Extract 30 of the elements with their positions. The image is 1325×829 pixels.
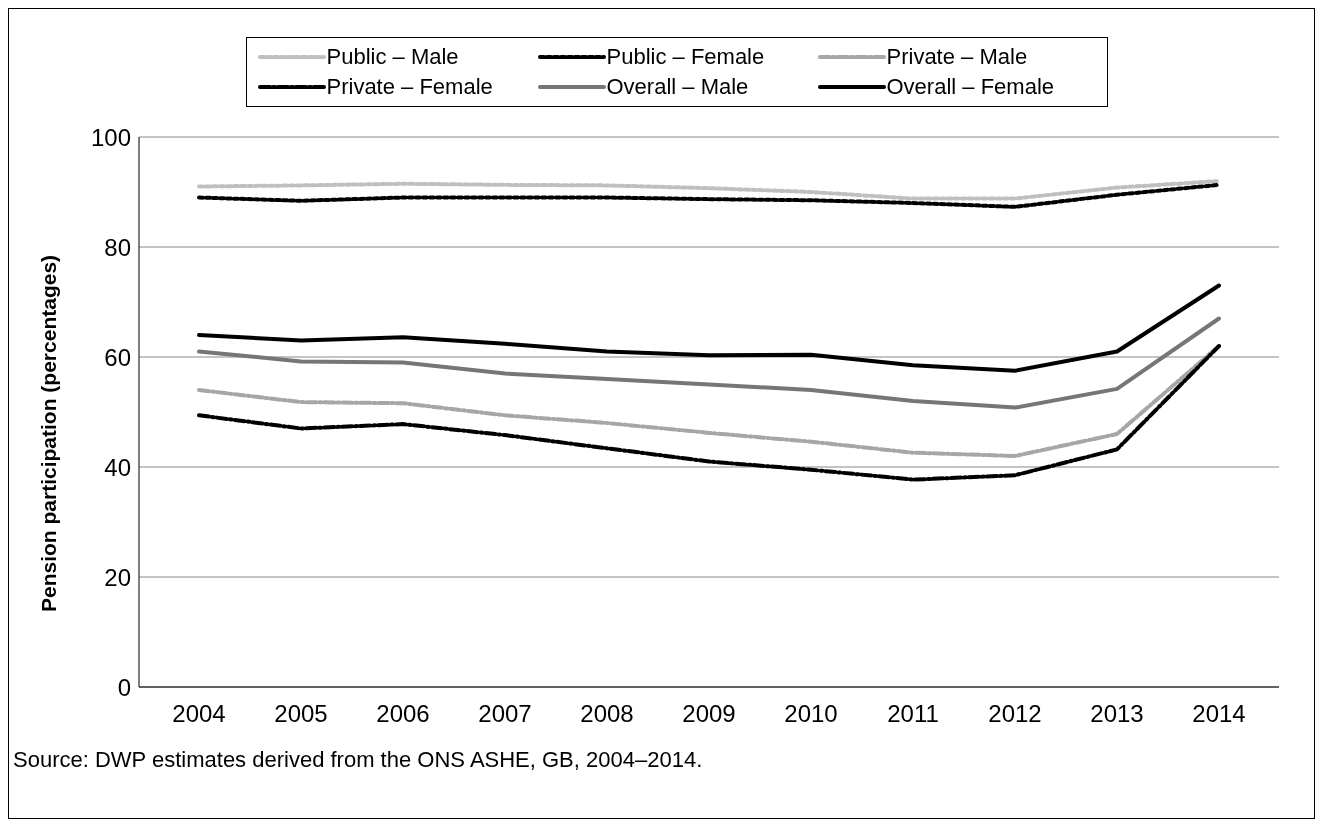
line-series: [197, 283, 1221, 373]
line-series: [197, 179, 1221, 201]
legend-label: Overall – Male: [606, 74, 749, 100]
x-tick-label: 2008: [580, 700, 634, 728]
y-tick-label: 80: [104, 233, 131, 261]
legend-label: Public – Male: [326, 44, 459, 70]
x-tick-label: 2005: [274, 700, 328, 728]
x-tick-label: 2007: [478, 700, 532, 728]
x-tick-label: 2004: [172, 700, 226, 728]
line-series: [197, 344, 1221, 482]
legend-label: Overall – Female: [886, 74, 1055, 100]
legend-label: Private – Male: [886, 44, 1028, 70]
legend-label: Private – Female: [326, 74, 493, 100]
y-tick-label: 60: [104, 343, 131, 371]
legend-label: Public – Female: [606, 44, 765, 70]
x-tick-label: 2009: [682, 700, 736, 728]
y-tick-label: 20: [104, 563, 131, 591]
line-series: [197, 182, 1221, 209]
x-tick-label: 2011: [887, 700, 939, 728]
line-series: [197, 316, 1221, 410]
y-tick-label: 40: [104, 453, 131, 481]
x-tick-label: 2012: [988, 700, 1042, 728]
y-tick-label: 0: [117, 673, 131, 701]
source-note: Source: DWP estimates derived from the ONS ASHE, GB, 2004–2014.: [12, 747, 704, 773]
x-tick-label: 2013: [1090, 700, 1144, 728]
x-tick-label: 2006: [376, 700, 430, 728]
x-tick-label: 2010: [784, 700, 838, 728]
x-tick-label: 2014: [1192, 700, 1246, 728]
y-tick-label: 100: [90, 123, 131, 151]
y-axis-title: Pension participation (percentages): [37, 254, 61, 612]
